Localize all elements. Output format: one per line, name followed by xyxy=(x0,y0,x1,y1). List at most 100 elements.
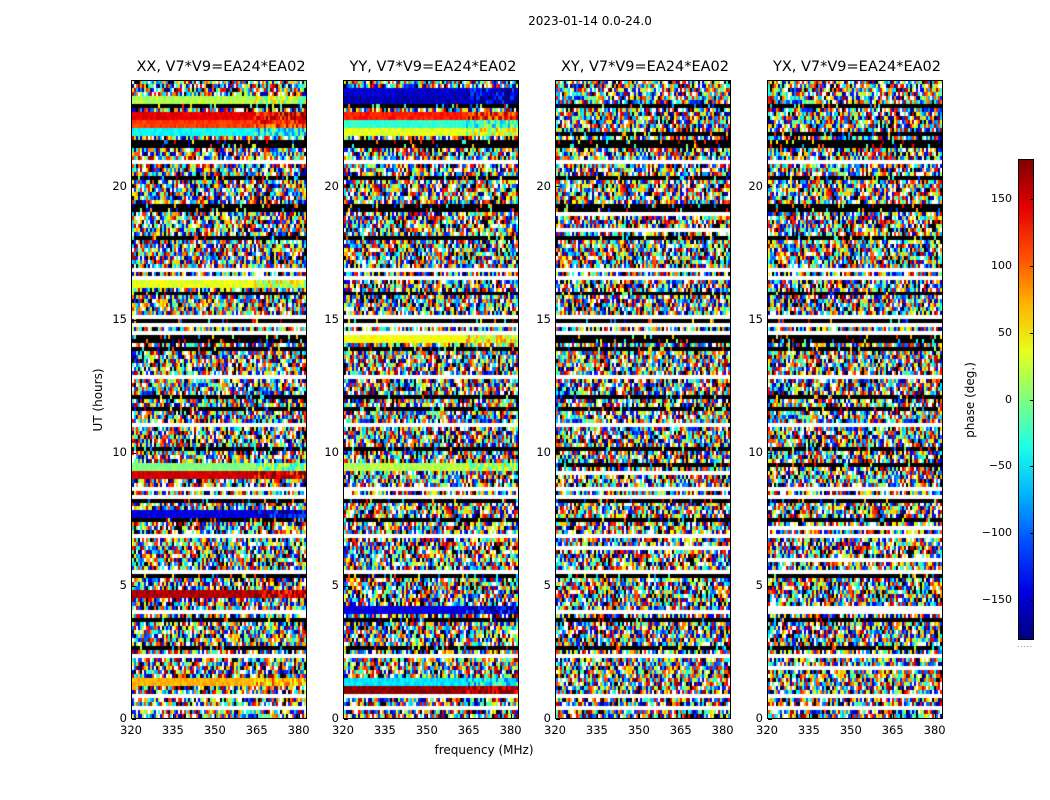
x-tick-mark xyxy=(597,714,598,718)
heatmap-canvas-xx xyxy=(132,81,306,718)
y-tick-label: 10 xyxy=(748,444,763,459)
x-tick-label: 380 xyxy=(711,723,734,737)
x-tick-mark xyxy=(469,714,470,718)
heatmap-canvas-yy xyxy=(344,81,518,718)
y-tick-mark xyxy=(556,586,560,587)
panel-title-xx: XX, V7*V9=EA24*EA02 xyxy=(136,59,306,75)
y-axis-label: UT (hours) xyxy=(91,368,105,432)
x-tick-mark xyxy=(723,714,724,718)
y-tick-label: 5 xyxy=(331,577,339,592)
x-tick-mark xyxy=(893,714,894,718)
x-tick-mark xyxy=(511,714,512,718)
y-tick-label: 15 xyxy=(748,311,763,326)
x-tick-mark xyxy=(935,714,936,718)
x-tick-mark xyxy=(343,714,344,718)
x-tick-mark xyxy=(257,714,258,718)
heatmap-panel-xy xyxy=(555,80,731,719)
y-tick-mark xyxy=(344,453,348,454)
y-tick-label: 15 xyxy=(536,311,551,326)
colorbar-tick-mark xyxy=(1030,266,1034,267)
colorbar-tick-mark xyxy=(1030,333,1034,334)
x-tick-mark xyxy=(555,714,556,718)
y-tick-mark xyxy=(556,186,560,187)
y-tick-mark xyxy=(344,186,348,187)
y-tick-mark xyxy=(556,320,560,321)
colorbar-tick-label: 150 xyxy=(991,192,1012,206)
x-tick-label: 350 xyxy=(839,723,862,737)
colorbar-tick-mark xyxy=(1030,199,1034,200)
x-tick-label: 350 xyxy=(627,723,650,737)
x-tick-label: 380 xyxy=(287,723,310,737)
y-tick-label: 15 xyxy=(112,311,127,326)
panel-title-yy: YY, V7*V9=EA24*EA02 xyxy=(349,59,517,75)
y-tick-mark xyxy=(132,320,136,321)
y-tick-label: 0 xyxy=(331,711,339,725)
colorbar-tick-label: −100 xyxy=(981,526,1012,540)
y-tick-label: 20 xyxy=(748,178,763,193)
y-tick-label: 20 xyxy=(536,178,551,193)
x-tick-mark xyxy=(639,714,640,718)
y-tick-mark xyxy=(556,453,560,454)
colorbar-tick-mark xyxy=(1030,600,1034,601)
colorbar-tick-label: 0 xyxy=(1005,392,1012,406)
y-tick-label: 0 xyxy=(755,711,763,725)
y-tick-mark xyxy=(556,719,560,720)
y-tick-mark xyxy=(768,453,772,454)
y-tick-label: 20 xyxy=(112,178,127,193)
colorbar-tick-mark xyxy=(1030,466,1034,467)
colorbar-tick-mark xyxy=(1030,400,1034,401)
x-tick-mark xyxy=(173,714,174,718)
x-tick-mark xyxy=(681,714,682,718)
x-tick-label: 365 xyxy=(245,723,268,737)
x-tick-label: 335 xyxy=(373,723,396,737)
colorbar xyxy=(1018,159,1034,640)
x-tick-mark xyxy=(427,714,428,718)
y-tick-mark xyxy=(132,453,136,454)
y-tick-label: 10 xyxy=(536,444,551,459)
y-tick-label: 0 xyxy=(119,711,127,725)
colorbar-tick-mark xyxy=(1030,533,1034,534)
x-tick-label: 365 xyxy=(457,723,480,737)
y-tick-mark xyxy=(344,586,348,587)
x-tick-label: 320 xyxy=(120,723,142,737)
x-tick-mark xyxy=(851,714,852,718)
x-tick-label: 335 xyxy=(585,723,608,737)
y-tick-mark xyxy=(344,320,348,321)
x-tick-label: 320 xyxy=(756,723,778,737)
y-tick-mark xyxy=(768,320,772,321)
panel-title-yx: YX, V7*V9=EA24*EA02 xyxy=(772,59,941,75)
x-tick-label: 350 xyxy=(203,723,226,737)
colorbar-tick-label: −50 xyxy=(988,459,1012,473)
x-tick-label: 365 xyxy=(669,723,692,737)
y-tick-mark xyxy=(132,186,136,187)
x-tick-label: 365 xyxy=(881,723,904,737)
y-tick-mark xyxy=(132,586,136,587)
y-tick-label: 10 xyxy=(324,444,339,459)
y-tick-mark xyxy=(768,586,772,587)
y-tick-mark xyxy=(768,719,772,720)
y-tick-label: 20 xyxy=(324,178,339,193)
heatmap-canvas-xy xyxy=(556,81,730,718)
x-tick-label: 335 xyxy=(161,723,184,737)
colorbar-tick-label: 100 xyxy=(991,258,1012,272)
x-tick-mark xyxy=(131,714,132,718)
y-tick-mark xyxy=(132,719,136,720)
x-tick-mark xyxy=(215,714,216,718)
colorbar-tick-label: −150 xyxy=(981,592,1012,606)
panel-title-xy: XY, V7*V9=EA24*EA02 xyxy=(560,59,729,75)
x-tick-label: 380 xyxy=(923,723,946,737)
colorbar-underflow-marker: ..... xyxy=(1017,641,1034,649)
x-tick-mark xyxy=(767,714,768,718)
x-tick-label: 350 xyxy=(415,723,438,737)
heatmap-canvas-yx xyxy=(768,81,942,718)
x-tick-label: 335 xyxy=(797,723,820,737)
y-tick-label: 15 xyxy=(324,311,339,326)
x-axis-label: frequency (MHz) xyxy=(434,743,534,757)
heatmap-panel-yy xyxy=(343,80,519,719)
x-tick-label: 320 xyxy=(332,723,354,737)
x-tick-mark xyxy=(299,714,300,718)
figure-title: 2023-01-14 0.0-24.0 xyxy=(528,14,652,28)
x-tick-mark xyxy=(385,714,386,718)
y-tick-label: 5 xyxy=(543,577,551,592)
x-tick-label: 320 xyxy=(544,723,566,737)
